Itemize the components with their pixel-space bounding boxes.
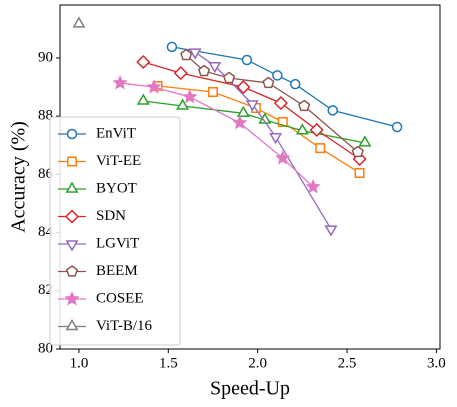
data-point [166,41,178,53]
data-point [269,133,283,145]
x-tick-label: 3.0 [427,355,446,371]
legend-marker [65,319,79,331]
y-tick-label: 80 [38,340,53,356]
data-point [241,54,253,66]
series [112,75,321,194]
data-point [173,66,188,81]
legend-marker [65,265,79,277]
legend-box [49,116,181,346]
data-point [272,70,283,81]
legend-label: LGViT [96,235,139,251]
x-tick-label: 2.5 [338,355,357,371]
data-point [354,167,365,178]
data-point [298,99,311,112]
data-point [351,145,364,158]
legend-marker [66,128,78,140]
x-tick-label: 2.0 [248,355,267,371]
data-point [223,71,236,84]
legend-marker [65,240,79,252]
data-point [188,48,202,60]
data-point [295,123,309,135]
legend-label: COSEE [96,290,144,306]
data-point [112,75,128,90]
data-point [309,122,324,137]
legend-label: ViT-B/16 [96,318,153,334]
data-point [273,96,288,111]
series-line [194,51,332,230]
data-point [262,76,275,89]
series-line [120,82,314,188]
series [180,48,364,158]
x-tick-label: 1.5 [159,355,178,371]
data-point [289,78,301,90]
legend-marker [67,156,77,167]
x-axis-label: Speed-Up [210,378,290,400]
data-point [324,225,338,237]
legend-label: BYOT [96,180,137,196]
series [136,54,367,167]
data-point [236,105,250,118]
legend-marker [64,291,80,306]
y-tick-label: 90 [38,49,53,65]
series [166,41,403,133]
series [72,16,86,28]
legend-marker [64,209,80,224]
legend-label: ViT-EE [96,153,141,169]
data-point [182,89,198,104]
data-point [146,79,162,94]
series-line [171,46,398,128]
data-point [180,48,193,61]
data-point [208,87,218,98]
legend: EnViT ViT-EE BYOT SDN LGViT BEEM COSEE ViT-B/16 [49,116,181,346]
data-point [315,143,326,154]
data-point [136,93,150,105]
data-point [136,54,151,70]
y-tick-label: 88 [38,108,53,124]
data-point [232,114,248,130]
data-point [197,64,211,77]
legend-label: EnViT [96,125,136,141]
y-axis-label: Accuracy (%) [8,121,30,233]
legend-label: BEEM [96,263,138,279]
series-line [143,61,360,160]
data-point [176,98,190,110]
legend-marker [65,181,79,193]
series-line [157,85,360,174]
data-point [305,178,321,194]
data-point [208,62,222,74]
x-tick-label: 1.0 [70,355,89,371]
data-point [245,100,259,112]
data-point [236,80,251,95]
legend-label: SDN [96,208,126,224]
data-point [391,121,403,133]
y-tick-label: 82 [38,282,53,298]
series [188,48,338,237]
data-point [275,150,291,165]
data-point [72,16,86,28]
data-point [358,135,372,147]
data-point [327,105,339,116]
